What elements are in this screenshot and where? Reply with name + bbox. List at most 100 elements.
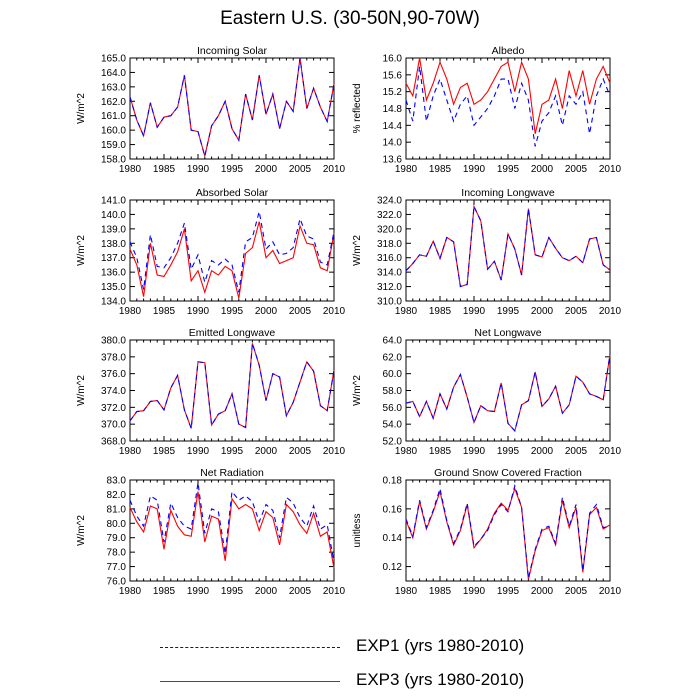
- legend-label-exp1: EXP1 (yrs 1980-2010): [356, 636, 525, 655]
- y-tick-label: 64.0: [383, 336, 403, 347]
- y-tick-label: 15.6: [383, 70, 403, 81]
- y-tick-label: 380.0: [101, 336, 126, 347]
- y-tick-label: 159.0: [101, 140, 126, 151]
- x-tick-label: 2005: [565, 586, 588, 597]
- x-tick-label: 2010: [599, 446, 622, 457]
- y-axis-label: W/m^2: [76, 515, 87, 546]
- x-tick-label: 1995: [497, 164, 520, 175]
- y-tick-label: 378.0: [101, 352, 126, 363]
- x-tick-label: 1990: [463, 306, 486, 317]
- y-tick-label: 141.0: [101, 196, 126, 207]
- y-tick-label: 322.0: [377, 210, 402, 221]
- x-tick-label: 1995: [497, 306, 520, 317]
- x-tick-label: 1980: [119, 306, 142, 317]
- legend-label-exp3: EXP3 (yrs 1980-2010): [356, 670, 525, 689]
- x-tick-label: 1990: [187, 446, 210, 457]
- y-tick-label: 368.0: [101, 437, 126, 448]
- series-exp1-line: [405, 354, 611, 433]
- x-tick-label: 2005: [289, 306, 312, 317]
- x-tick-label: 1980: [395, 586, 418, 597]
- y-tick-label: 56.0: [383, 403, 403, 414]
- legend-swatch-exp3: [160, 681, 340, 682]
- y-tick-label: 318.0: [377, 239, 402, 250]
- x-tick-label: 2010: [323, 306, 346, 317]
- y-tick-label: 81.0: [107, 504, 127, 515]
- panel-title: Albedo: [492, 45, 525, 57]
- x-tick-label: 1980: [119, 586, 142, 597]
- x-tick-label: 1990: [187, 164, 210, 175]
- y-axis-label: % reflected: [352, 83, 363, 133]
- y-tick-label: 320.0: [377, 224, 402, 235]
- y-tick-label: 82.0: [107, 490, 127, 501]
- x-tick-label: 1985: [429, 446, 452, 457]
- x-tick-label: 2005: [289, 164, 312, 175]
- x-tick-label: 1990: [463, 586, 486, 597]
- y-tick-label: 324.0: [377, 196, 402, 207]
- x-tick-label: 2000: [255, 306, 278, 317]
- x-tick-label: 2010: [323, 446, 346, 457]
- x-tick-label: 1990: [187, 306, 210, 317]
- panel-frame: [129, 57, 335, 160]
- series-exp3-line: [405, 354, 611, 433]
- x-tick-label: 1980: [395, 306, 418, 317]
- series-exp3-line: [129, 491, 335, 569]
- y-tick-label: 80.0: [107, 519, 127, 530]
- y-tick-label: 134.0: [101, 297, 126, 308]
- series-exp1-line: [405, 204, 611, 288]
- y-tick-label: 136.0: [101, 268, 126, 279]
- x-tick-label: 2010: [323, 164, 346, 175]
- y-tick-label: 314.0: [377, 268, 402, 279]
- y-tick-label: 14.0: [383, 138, 403, 149]
- x-tick-label: 1980: [395, 164, 418, 175]
- y-tick-label: 163.0: [101, 82, 126, 93]
- x-tick-label: 2010: [599, 164, 622, 175]
- x-tick-label: 1985: [153, 164, 176, 175]
- series-exp3-line: [129, 343, 335, 429]
- y-tick-label: 0.14: [383, 533, 403, 544]
- y-tick-label: 79.0: [107, 533, 127, 544]
- y-tick-label: 139.0: [101, 224, 126, 235]
- page-title: Eastern U.S. (30-50N,90-70W): [220, 8, 480, 29]
- x-tick-label: 1985: [153, 446, 176, 457]
- x-tick-label: 2010: [599, 306, 622, 317]
- y-tick-label: 370.0: [101, 420, 126, 431]
- x-tick-label: 1985: [429, 164, 452, 175]
- panel-frame: [129, 199, 335, 302]
- y-tick-label: 13.6: [383, 155, 403, 166]
- y-tick-label: 161.0: [101, 111, 126, 122]
- x-tick-label: 1980: [119, 446, 142, 457]
- y-axis-label: W/m^2: [76, 375, 87, 406]
- y-tick-label: 312.0: [377, 282, 402, 293]
- x-tick-label: 1985: [429, 306, 452, 317]
- y-tick-label: 372.0: [101, 403, 126, 414]
- y-tick-label: 58.0: [383, 386, 403, 397]
- x-tick-label: 1990: [187, 586, 210, 597]
- y-tick-label: 162.0: [101, 97, 126, 108]
- y-tick-label: 165.0: [101, 54, 126, 65]
- panel-title: Incoming Solar: [197, 45, 268, 57]
- panel-title: Ground Snow Covered Fraction: [434, 467, 582, 479]
- y-tick-label: 376.0: [101, 369, 126, 380]
- series-exp3-line: [405, 486, 611, 580]
- panel-frame: [405, 339, 611, 442]
- y-tick-label: 0.18: [383, 476, 403, 487]
- x-tick-label: 1995: [221, 586, 244, 597]
- legend-swatch-exp1: [160, 647, 340, 648]
- y-tick-label: 52.0: [383, 437, 403, 448]
- x-tick-label: 2000: [531, 586, 554, 597]
- x-tick-label: 1985: [153, 306, 176, 317]
- y-tick-label: 160.0: [101, 126, 126, 137]
- y-tick-label: 76.0: [107, 577, 127, 588]
- y-tick-label: 138.0: [101, 239, 126, 250]
- series-exp1-line: [405, 483, 611, 579]
- x-tick-label: 2005: [565, 306, 588, 317]
- y-tick-label: 83.0: [107, 476, 127, 487]
- y-tick-label: 164.0: [101, 68, 126, 79]
- y-tick-label: 310.0: [377, 297, 402, 308]
- y-tick-label: 374.0: [101, 386, 126, 397]
- y-axis-label: W/m^2: [76, 235, 87, 266]
- series-exp1-line: [129, 482, 335, 563]
- x-tick-label: 2010: [323, 586, 346, 597]
- y-tick-label: 135.0: [101, 282, 126, 293]
- series-exp3-line: [129, 57, 335, 157]
